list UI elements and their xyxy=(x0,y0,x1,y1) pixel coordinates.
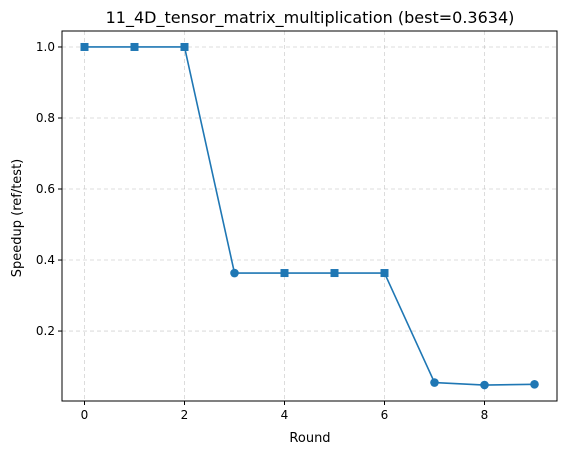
data-point-square xyxy=(180,42,189,51)
y-tick-label: 0.2 xyxy=(36,324,55,338)
x-tick-label: 4 xyxy=(281,408,289,422)
data-point-circle xyxy=(230,268,239,278)
x-axis-label: Round xyxy=(289,431,330,446)
data-point-square xyxy=(280,269,289,278)
y-tick-label: 0.8 xyxy=(36,111,55,125)
data-point-circle xyxy=(430,378,439,387)
series-markers xyxy=(80,42,539,390)
x-tick-label: 2 xyxy=(181,408,189,422)
series-polyline xyxy=(84,46,535,386)
y-tick-label: 0.4 xyxy=(36,253,55,267)
x-tick-label: 6 xyxy=(381,408,389,422)
chart-title: 11_4D_tensor_matrix_multiplication (best… xyxy=(106,8,515,28)
y-tick-label: 0.6 xyxy=(36,182,55,196)
axis-ticks: 0 2 4 6 8 0.2 0.4 0.6 0.8 1.0 xyxy=(36,40,488,422)
y-tick-label: 1.0 xyxy=(36,40,55,54)
data-point-square xyxy=(130,42,139,51)
data-point-square xyxy=(380,269,389,278)
series-line xyxy=(84,46,535,386)
data-point-circle xyxy=(530,380,539,389)
y-axis-label: Speedup (ref/test) xyxy=(10,159,25,278)
x-tick-label: 0 xyxy=(81,408,89,422)
grid-lines xyxy=(62,31,557,401)
data-point-square xyxy=(330,269,339,278)
x-tick-label: 8 xyxy=(481,408,489,422)
data-point-circle xyxy=(480,380,489,390)
plot-frame xyxy=(61,30,558,402)
data-point-square xyxy=(80,42,89,51)
